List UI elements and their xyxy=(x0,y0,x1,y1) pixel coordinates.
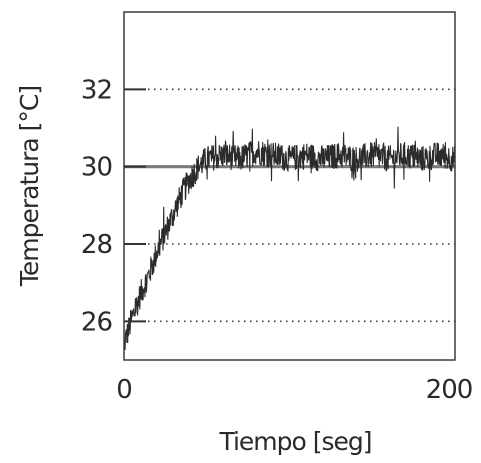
x-tick-labels: 0 200 xyxy=(116,375,473,405)
x-tick-label-200: 200 xyxy=(426,375,473,405)
plot-frame xyxy=(123,11,456,361)
y-axis-label: Temperatura [°C] xyxy=(15,86,44,287)
y-tick-label-28: 28 xyxy=(81,230,112,260)
y-tick-label-26: 26 xyxy=(81,307,112,337)
x-tick-label-0: 0 xyxy=(116,375,132,405)
y-tick-label-32: 32 xyxy=(81,75,112,105)
series-layer xyxy=(123,126,456,350)
temperature-series-line xyxy=(123,126,456,350)
x-axis-label: Tiempo [seg] xyxy=(218,427,371,456)
grid-lines xyxy=(124,88,455,323)
y-tick-labels: 26 28 30 32 xyxy=(81,75,146,337)
y-tick-label-30: 30 xyxy=(81,153,112,183)
